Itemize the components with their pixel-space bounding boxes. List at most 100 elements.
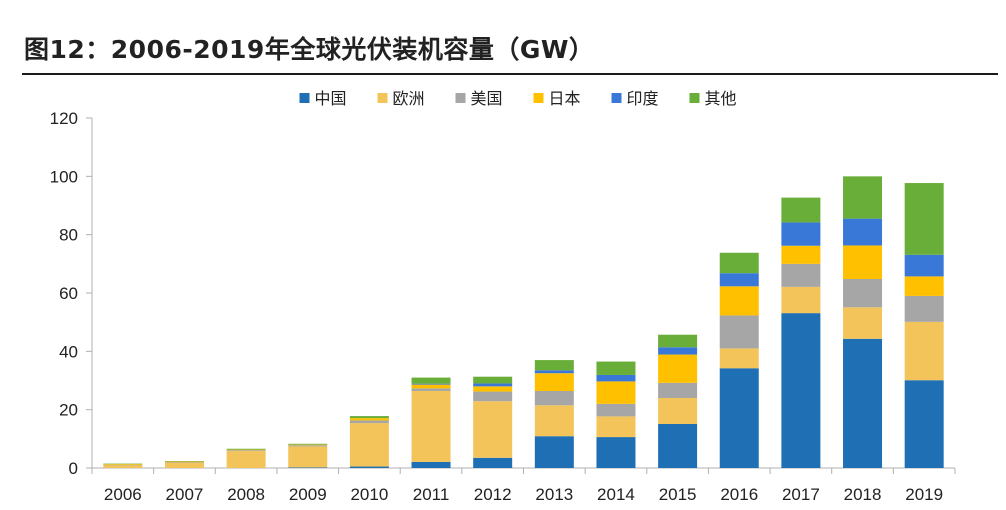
bar-segment	[781, 197, 821, 223]
bar-segment	[473, 386, 513, 392]
legend-label: 日本	[549, 89, 581, 108]
bar-segment	[596, 374, 636, 382]
legend-swatch	[689, 93, 700, 103]
x-tick-label: 2018	[844, 485, 882, 504]
bar-segment	[534, 391, 574, 406]
bar-segment	[226, 450, 266, 452]
bar-segment	[411, 377, 451, 384]
y-tick-label: 100	[50, 167, 78, 186]
bar-segment	[473, 457, 513, 468]
bar-segment	[596, 416, 636, 438]
bar-segment	[658, 382, 698, 398]
bar-segment	[904, 295, 944, 322]
bar-segment	[843, 279, 883, 308]
bar-segment	[473, 376, 513, 384]
y-tick-label: 120	[50, 109, 78, 128]
legend-label: 中国	[315, 89, 347, 108]
bar-segment	[473, 401, 513, 458]
bar-segment	[288, 443, 328, 445]
bar-segment	[781, 286, 821, 314]
bar-segment	[904, 380, 944, 468]
bar-segment	[164, 461, 204, 463]
bar-segment	[781, 245, 821, 264]
bar-segment	[349, 418, 389, 421]
bar-segment	[411, 388, 451, 391]
bar-segment	[164, 461, 204, 462]
x-tick-label: 2016	[720, 485, 758, 504]
legend-swatch	[455, 93, 466, 103]
legend-swatch	[533, 93, 544, 103]
bar-segment	[164, 461, 204, 462]
bar-segment	[781, 313, 821, 468]
bar-segment	[843, 218, 883, 246]
chart-legend: 中国 欧洲 美国 日本 印度 其他	[299, 89, 737, 108]
bar-segment	[288, 446, 328, 468]
bar-segment	[658, 423, 698, 468]
bar-segment	[534, 373, 574, 391]
bar-segment	[288, 444, 328, 446]
bar-segment	[596, 361, 636, 375]
bar-segment	[349, 466, 389, 468]
bar-segment	[658, 354, 698, 383]
bar-segment	[164, 462, 204, 468]
bar-segment	[411, 391, 451, 462]
bar-segment	[411, 384, 451, 389]
bars	[103, 176, 944, 468]
bar-segment	[904, 254, 944, 277]
bar-segment	[781, 263, 821, 287]
y-axis: 0 20 40 60 80 100 120	[50, 109, 93, 478]
x-tick-label: 2010	[350, 485, 388, 504]
bar-segment	[226, 448, 266, 450]
y-tick-label: 0	[69, 459, 78, 478]
bar-segment	[349, 416, 389, 419]
bar-segment	[103, 463, 143, 465]
legend-label: 印度	[627, 89, 659, 108]
bar-segment	[103, 464, 143, 466]
bar-segment	[349, 420, 389, 424]
bar-segment	[226, 451, 266, 468]
bar-segment	[781, 222, 821, 246]
bar-segment	[473, 383, 513, 387]
bar-segment	[843, 245, 883, 279]
x-tick-label: 2007	[166, 485, 204, 504]
bar-segment	[719, 348, 759, 369]
legend-swatch	[611, 93, 622, 103]
bar-segment	[534, 436, 574, 468]
bar-segment	[349, 423, 389, 467]
bar-segment	[904, 276, 944, 296]
title-divider	[22, 73, 998, 75]
bar-segment	[904, 183, 944, 255]
y-tick-label: 40	[59, 342, 78, 361]
legend-label: 其他	[705, 89, 737, 108]
bar-segment	[596, 381, 636, 404]
x-tick-label: 2014	[597, 485, 635, 504]
bar-segment	[719, 273, 759, 287]
x-tick-label: 2017	[782, 485, 820, 504]
bar-segment	[596, 437, 636, 468]
x-tick-label: 2009	[289, 485, 327, 504]
bar-segment	[411, 383, 451, 385]
bar-segment	[103, 465, 143, 468]
bar-segment	[473, 391, 513, 402]
bar-segment	[534, 370, 574, 374]
x-axis: 2006 2007 2008 2009 2010 2011 2012 2013 2014 2015…	[91, 467, 956, 504]
x-tick-label: 2019	[905, 485, 943, 504]
chart-title: 图12：2006-2019年全球光伏装机容量（GW）	[24, 35, 595, 64]
legend-label: 欧洲	[393, 89, 425, 108]
bar-segment	[658, 347, 698, 355]
x-tick-label: 2008	[227, 485, 265, 504]
bar-segment	[658, 334, 698, 348]
legend-swatch	[299, 93, 310, 103]
x-tick-label: 2006	[104, 485, 142, 504]
x-tick-label: 2013	[535, 485, 573, 504]
bar-segment	[411, 461, 451, 468]
legend-swatch	[377, 93, 388, 103]
bar-segment	[596, 403, 636, 417]
x-tick-label: 2015	[659, 485, 697, 504]
bar-segment	[534, 405, 574, 437]
bar-segment	[719, 286, 759, 316]
y-tick-label: 60	[59, 284, 78, 303]
bar-segment	[843, 307, 883, 339]
bar-segment	[288, 467, 328, 468]
